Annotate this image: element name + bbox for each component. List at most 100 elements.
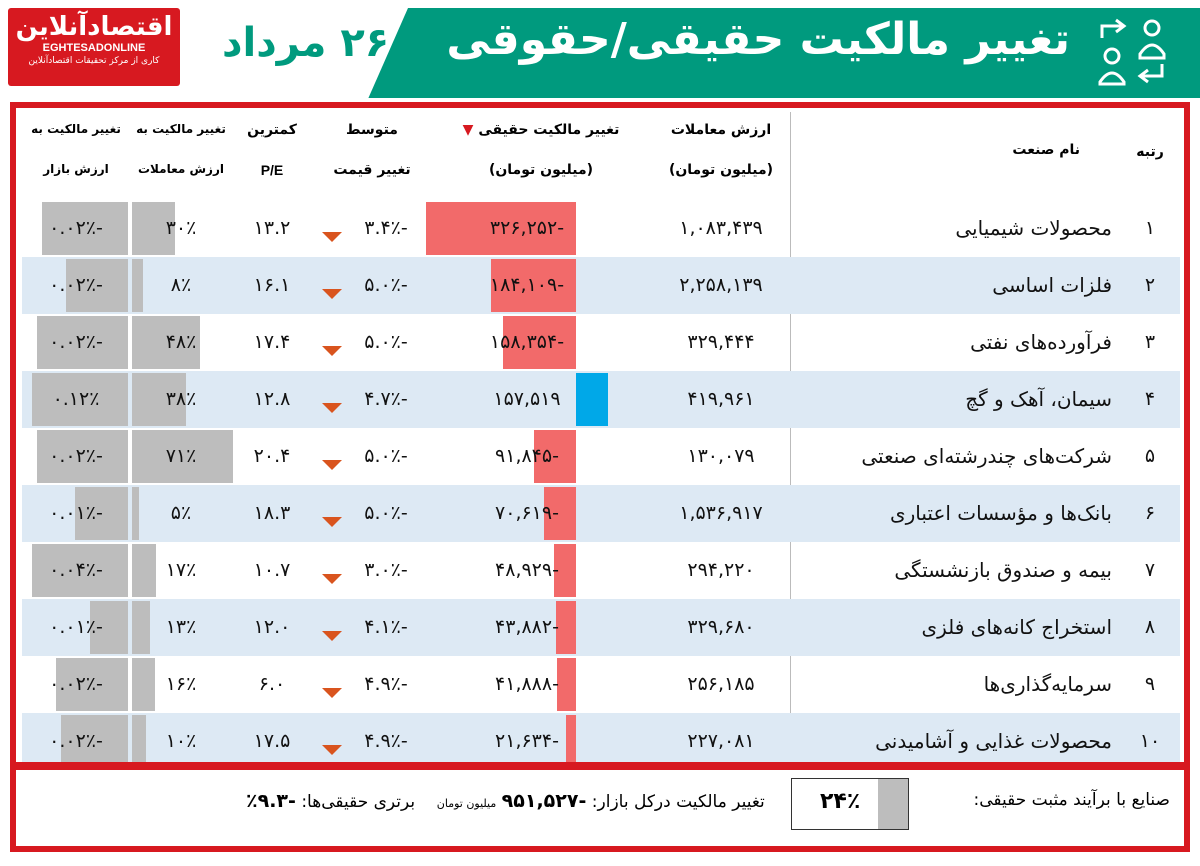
market-ratio-value: -۰.۰۲٪ bbox=[49, 274, 103, 296]
trade-ratio-value: ۸٪ bbox=[170, 274, 192, 296]
trade-ratio-bar bbox=[132, 487, 139, 540]
real-change-bar bbox=[534, 430, 576, 483]
trade-ratio-bar bbox=[132, 316, 200, 369]
trade-ratio-bar bbox=[132, 601, 150, 654]
rank-value: ۱۰ bbox=[1139, 730, 1161, 752]
price-change-value: -۵.۰٪ bbox=[364, 502, 408, 524]
price-change-value: -۵.۰٪ bbox=[364, 331, 408, 353]
trade-ratio-bar bbox=[132, 202, 175, 255]
trade-ratio-value: ۵٪ bbox=[170, 502, 192, 524]
sort-desc-icon: ▼ bbox=[462, 122, 474, 138]
real-change-bar bbox=[557, 658, 576, 711]
header: ۲۶ مرداد تغییر مالکیت حقیقی/حقوقی اقتصاد… bbox=[0, 0, 1200, 105]
rank-value: ۲ bbox=[1144, 274, 1156, 296]
footer: صنایع با برآیند مثبت حقیقی: ۲۴٪ تغییر ما… bbox=[16, 770, 1184, 846]
industry-name: سرمایه‌گذاری‌ها bbox=[983, 672, 1112, 696]
price-change-value: -۴.۷٪ bbox=[364, 388, 408, 410]
date-label: ۲۶ مرداد bbox=[222, 20, 390, 66]
trade-value: ۲۵۶,۱۸۵ bbox=[687, 673, 755, 695]
down-arrow-icon bbox=[322, 745, 342, 755]
industry-name: فرآورده‌های نفتی bbox=[970, 330, 1112, 354]
table-row: -۰.۰۱٪ ۵٪ ۱۸.۳ -۵.۰٪ -۷۰,۶۱۹ ۱,۵۳۶,۹۱۷ بانک‌ها… bbox=[22, 485, 1180, 542]
market-ratio-value: -۰.۰۴٪ bbox=[49, 559, 103, 581]
rank-value: ۴ bbox=[1144, 388, 1156, 410]
real-change-value: -۳۲۶,۲۵۲ bbox=[489, 217, 565, 239]
table-row: -۰.۰۱٪ ۱۳٪ ۱۲.۰ -۴.۱٪ -۴۳,۸۸۲ ۳۲۹,۶۸۰ استخراج … bbox=[22, 599, 1180, 656]
header-real-change: تغییر مالکیت حقیقی ▼ (میلیون تومان) bbox=[462, 122, 620, 178]
real-change-bar bbox=[556, 601, 576, 654]
market-ratio-value: -۰.۰۱٪ bbox=[49, 616, 103, 638]
trade-ratio-bar bbox=[132, 430, 233, 483]
column-divider bbox=[790, 112, 791, 762]
trade-ratio-bar bbox=[132, 658, 155, 711]
table-row: -۰.۰۲٪ ۱۰٪ ۱۷.۵ -۴.۹٪ -۲۱,۶۳۴ ۲۲۷,۰۸۱ محصولات … bbox=[22, 713, 1180, 770]
market-ratio-bar bbox=[56, 658, 128, 711]
min-pe-value: ۱۲.۸ bbox=[253, 388, 291, 410]
header-rank: رتبه bbox=[1136, 144, 1164, 160]
header-min-pe: کمترین P/E bbox=[247, 122, 297, 178]
trade-ratio-bar bbox=[132, 259, 143, 312]
min-pe-value: ۱۸.۳ bbox=[253, 502, 291, 524]
real-change-value: -۴۱,۸۸۸ bbox=[495, 673, 559, 695]
trade-value: ۱,۵۳۶,۹۱۷ bbox=[679, 502, 763, 524]
down-arrow-icon bbox=[322, 574, 342, 584]
positive-industries-bar bbox=[878, 779, 908, 829]
rank-value: ۶ bbox=[1144, 502, 1156, 524]
header-trade-value: ارزش معاملات (میلیون تومان) bbox=[668, 122, 774, 178]
rank-value: ۹ bbox=[1144, 673, 1156, 695]
industry-name: محصولات شیمیایی bbox=[955, 216, 1112, 240]
market-ratio-bar bbox=[42, 202, 128, 255]
trade-ratio-bar bbox=[132, 373, 186, 426]
real-change-bar bbox=[566, 715, 576, 768]
market-ratio-value: ۰.۱۲٪ bbox=[52, 388, 100, 410]
market-ratio-value: -۰.۰۲٪ bbox=[49, 331, 103, 353]
rank-value: ۸ bbox=[1144, 616, 1156, 638]
market-ratio-bar bbox=[32, 373, 128, 426]
trade-value: ۲۲۷,۰۸۱ bbox=[687, 730, 755, 752]
trade-ratio-value: ۱۷٪ bbox=[165, 559, 197, 581]
min-pe-value: ۱۷.۴ bbox=[253, 331, 291, 353]
trade-ratio-bar bbox=[132, 544, 156, 597]
down-arrow-icon bbox=[322, 232, 342, 242]
trade-ratio-value: ۱۶٪ bbox=[165, 673, 197, 695]
real-change-bar bbox=[491, 259, 576, 312]
min-pe-value: ۲۰.۴ bbox=[253, 445, 291, 467]
market-ratio-bar bbox=[32, 544, 128, 597]
ownership-transfer-icon bbox=[1098, 18, 1166, 86]
market-ratio-value: -۰.۰۲٪ bbox=[49, 217, 103, 239]
header-change-to-trade: تغییر مالکیت به ارزش معاملات bbox=[136, 122, 226, 176]
table-row: -۰.۰۲٪ ۱۶٪ ۶.۰ -۴.۹٪ -۴۱,۸۸۸ ۲۵۶,۱۸۵ سرمایه‌گذ… bbox=[22, 656, 1180, 713]
down-arrow-icon bbox=[322, 460, 342, 470]
real-change-value: -۱۵۸,۳۵۴ bbox=[489, 331, 565, 353]
price-change-value: -۴.۹٪ bbox=[364, 673, 408, 695]
header-industry: نام صنعت bbox=[1012, 142, 1080, 158]
price-change-value: -۴.۹٪ bbox=[364, 730, 408, 752]
price-change-value: -۳.۰٪ bbox=[364, 559, 408, 581]
min-pe-value: ۱۳.۲ bbox=[253, 217, 291, 239]
table-row: -۰.۰۲٪ ۷۱٪ ۲۰.۴ -۵.۰٪ -۹۱,۸۴۵ ۱۳۰,۰۷۹ شرکت‌های… bbox=[22, 428, 1180, 485]
market-ratio-value: -۰.۰۱٪ bbox=[49, 502, 103, 524]
real-change-value: -۹۱,۸۴۵ bbox=[495, 445, 559, 467]
real-change-value: -۷۰,۶۱۹ bbox=[495, 502, 559, 524]
trade-ratio-value: ۱۳٪ bbox=[165, 616, 197, 638]
down-arrow-icon bbox=[322, 517, 342, 527]
date-box bbox=[188, 8, 408, 98]
trade-ratio-value: ۱۰٪ bbox=[165, 730, 197, 752]
market-ratio-bar bbox=[75, 487, 128, 540]
trade-ratio-bar bbox=[132, 715, 146, 768]
positive-industries-label: صنایع با برآیند مثبت حقیقی: bbox=[973, 790, 1170, 810]
industry-name: بیمه و صندوق بازنشستگی bbox=[894, 558, 1112, 582]
market-summary: تغییر مالکیت درکل بازار: -۹۵۱,۵۲۷ میلیون… bbox=[246, 790, 765, 812]
superiority-value: -۹.۳٪ bbox=[246, 790, 296, 812]
table-row: -۰.۰۲٪ ۴۸٪ ۱۷.۴ -۵.۰٪ -۱۵۸,۳۵۴ ۳۲۹,۴۴۴ فرآورده… bbox=[22, 314, 1180, 371]
real-change-value: -۱۸۴,۱۰۹ bbox=[489, 274, 565, 296]
rank-value: ۷ bbox=[1144, 559, 1156, 581]
market-change-label: تغییر مالکیت درکل بازار: bbox=[591, 792, 765, 812]
trade-ratio-value: ۴۸٪ bbox=[165, 331, 197, 353]
trade-value: ۳۲۹,۶۸۰ bbox=[687, 616, 755, 638]
industry-name: سیمان، آهک و گچ bbox=[965, 387, 1112, 411]
down-arrow-icon bbox=[322, 403, 342, 413]
table-row: ۰.۱۲٪ ۳۸٪ ۱۲.۸ -۴.۷٪ ۱۵۷,۵۱۹ ۴۱۹,۹۶۱ سیمان، آه… bbox=[22, 371, 1180, 428]
trade-value: ۲۹۴,۲۲۰ bbox=[687, 559, 755, 581]
down-arrow-icon bbox=[322, 631, 342, 641]
